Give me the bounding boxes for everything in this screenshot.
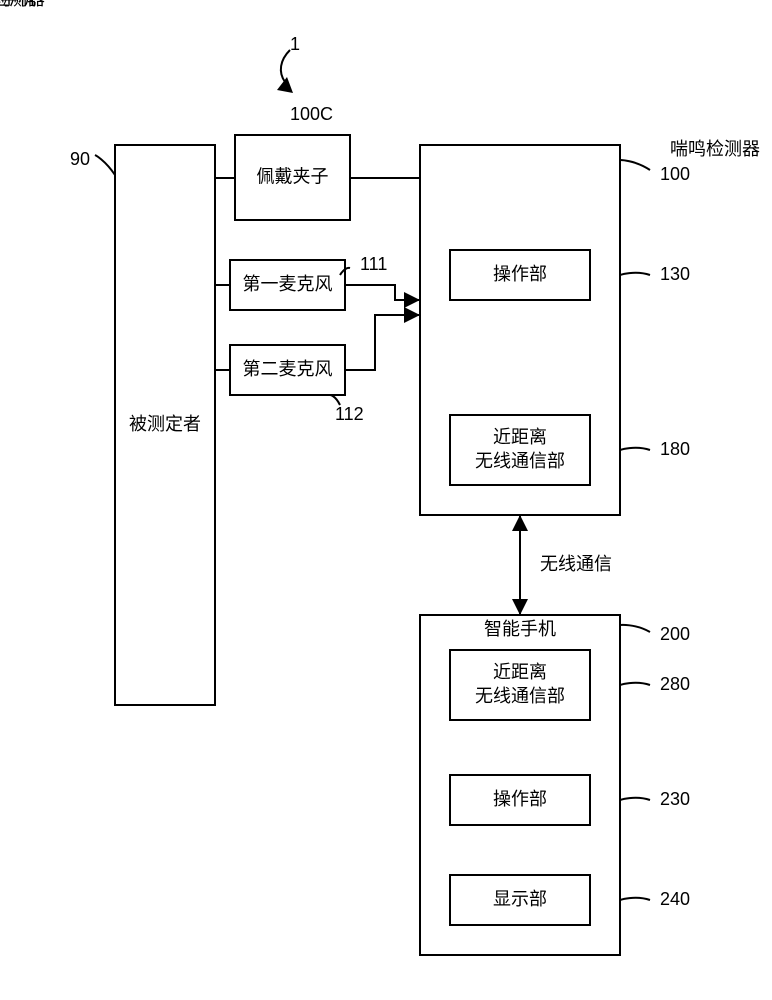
system-ref: 1 [290, 34, 300, 54]
comm2-label2: 无线通信部 [475, 686, 565, 706]
detector-ref: 100 [660, 164, 690, 184]
detector-title: 喘鸣检测器 [670, 139, 760, 159]
mic2-label: 第二麦克风 [243, 359, 333, 379]
subject-ref: 90 [70, 149, 90, 169]
detector-leader [620, 160, 650, 170]
op1-leader [620, 273, 650, 275]
comm2-label1: 近距离 [493, 662, 547, 682]
op1-ref: 130 [660, 264, 690, 284]
comm2-ref: 280 [660, 674, 690, 694]
disp-leader [620, 898, 650, 900]
wireless-label: 无线通信 [540, 554, 612, 574]
system-ref-curve [281, 50, 290, 82]
comm1-label2: 无线通信部 [475, 451, 565, 471]
clip-label: 佩戴夹子 [257, 166, 329, 186]
op1-label: 操作部 [493, 264, 547, 284]
comm1-leader [620, 448, 650, 450]
disp-ref: 240 [660, 889, 690, 909]
disp-label: 显示部 [493, 889, 547, 909]
phone_title-label: 智能手机 [0, 0, 36, 9]
subject-leader [95, 155, 115, 175]
phone-leader [620, 625, 650, 632]
subject-label: 被测定者 [129, 414, 201, 434]
op2-leader [620, 798, 650, 800]
edge-3 [345, 315, 420, 370]
comm2-leader [620, 683, 650, 685]
clip-ref: 100C [290, 104, 333, 124]
op2-label: 操作部 [493, 789, 547, 809]
mic1-label: 第一麦克风 [243, 274, 333, 294]
comm1-label1: 近距离 [493, 427, 547, 447]
mic2-ref: 112 [335, 404, 364, 424]
op2-ref: 230 [660, 789, 690, 809]
comm1-ref: 180 [660, 439, 690, 459]
phone-ref: 200 [660, 624, 690, 644]
mic1-ref: 111 [360, 254, 387, 274]
phone-title: 智能手机 [484, 619, 556, 639]
